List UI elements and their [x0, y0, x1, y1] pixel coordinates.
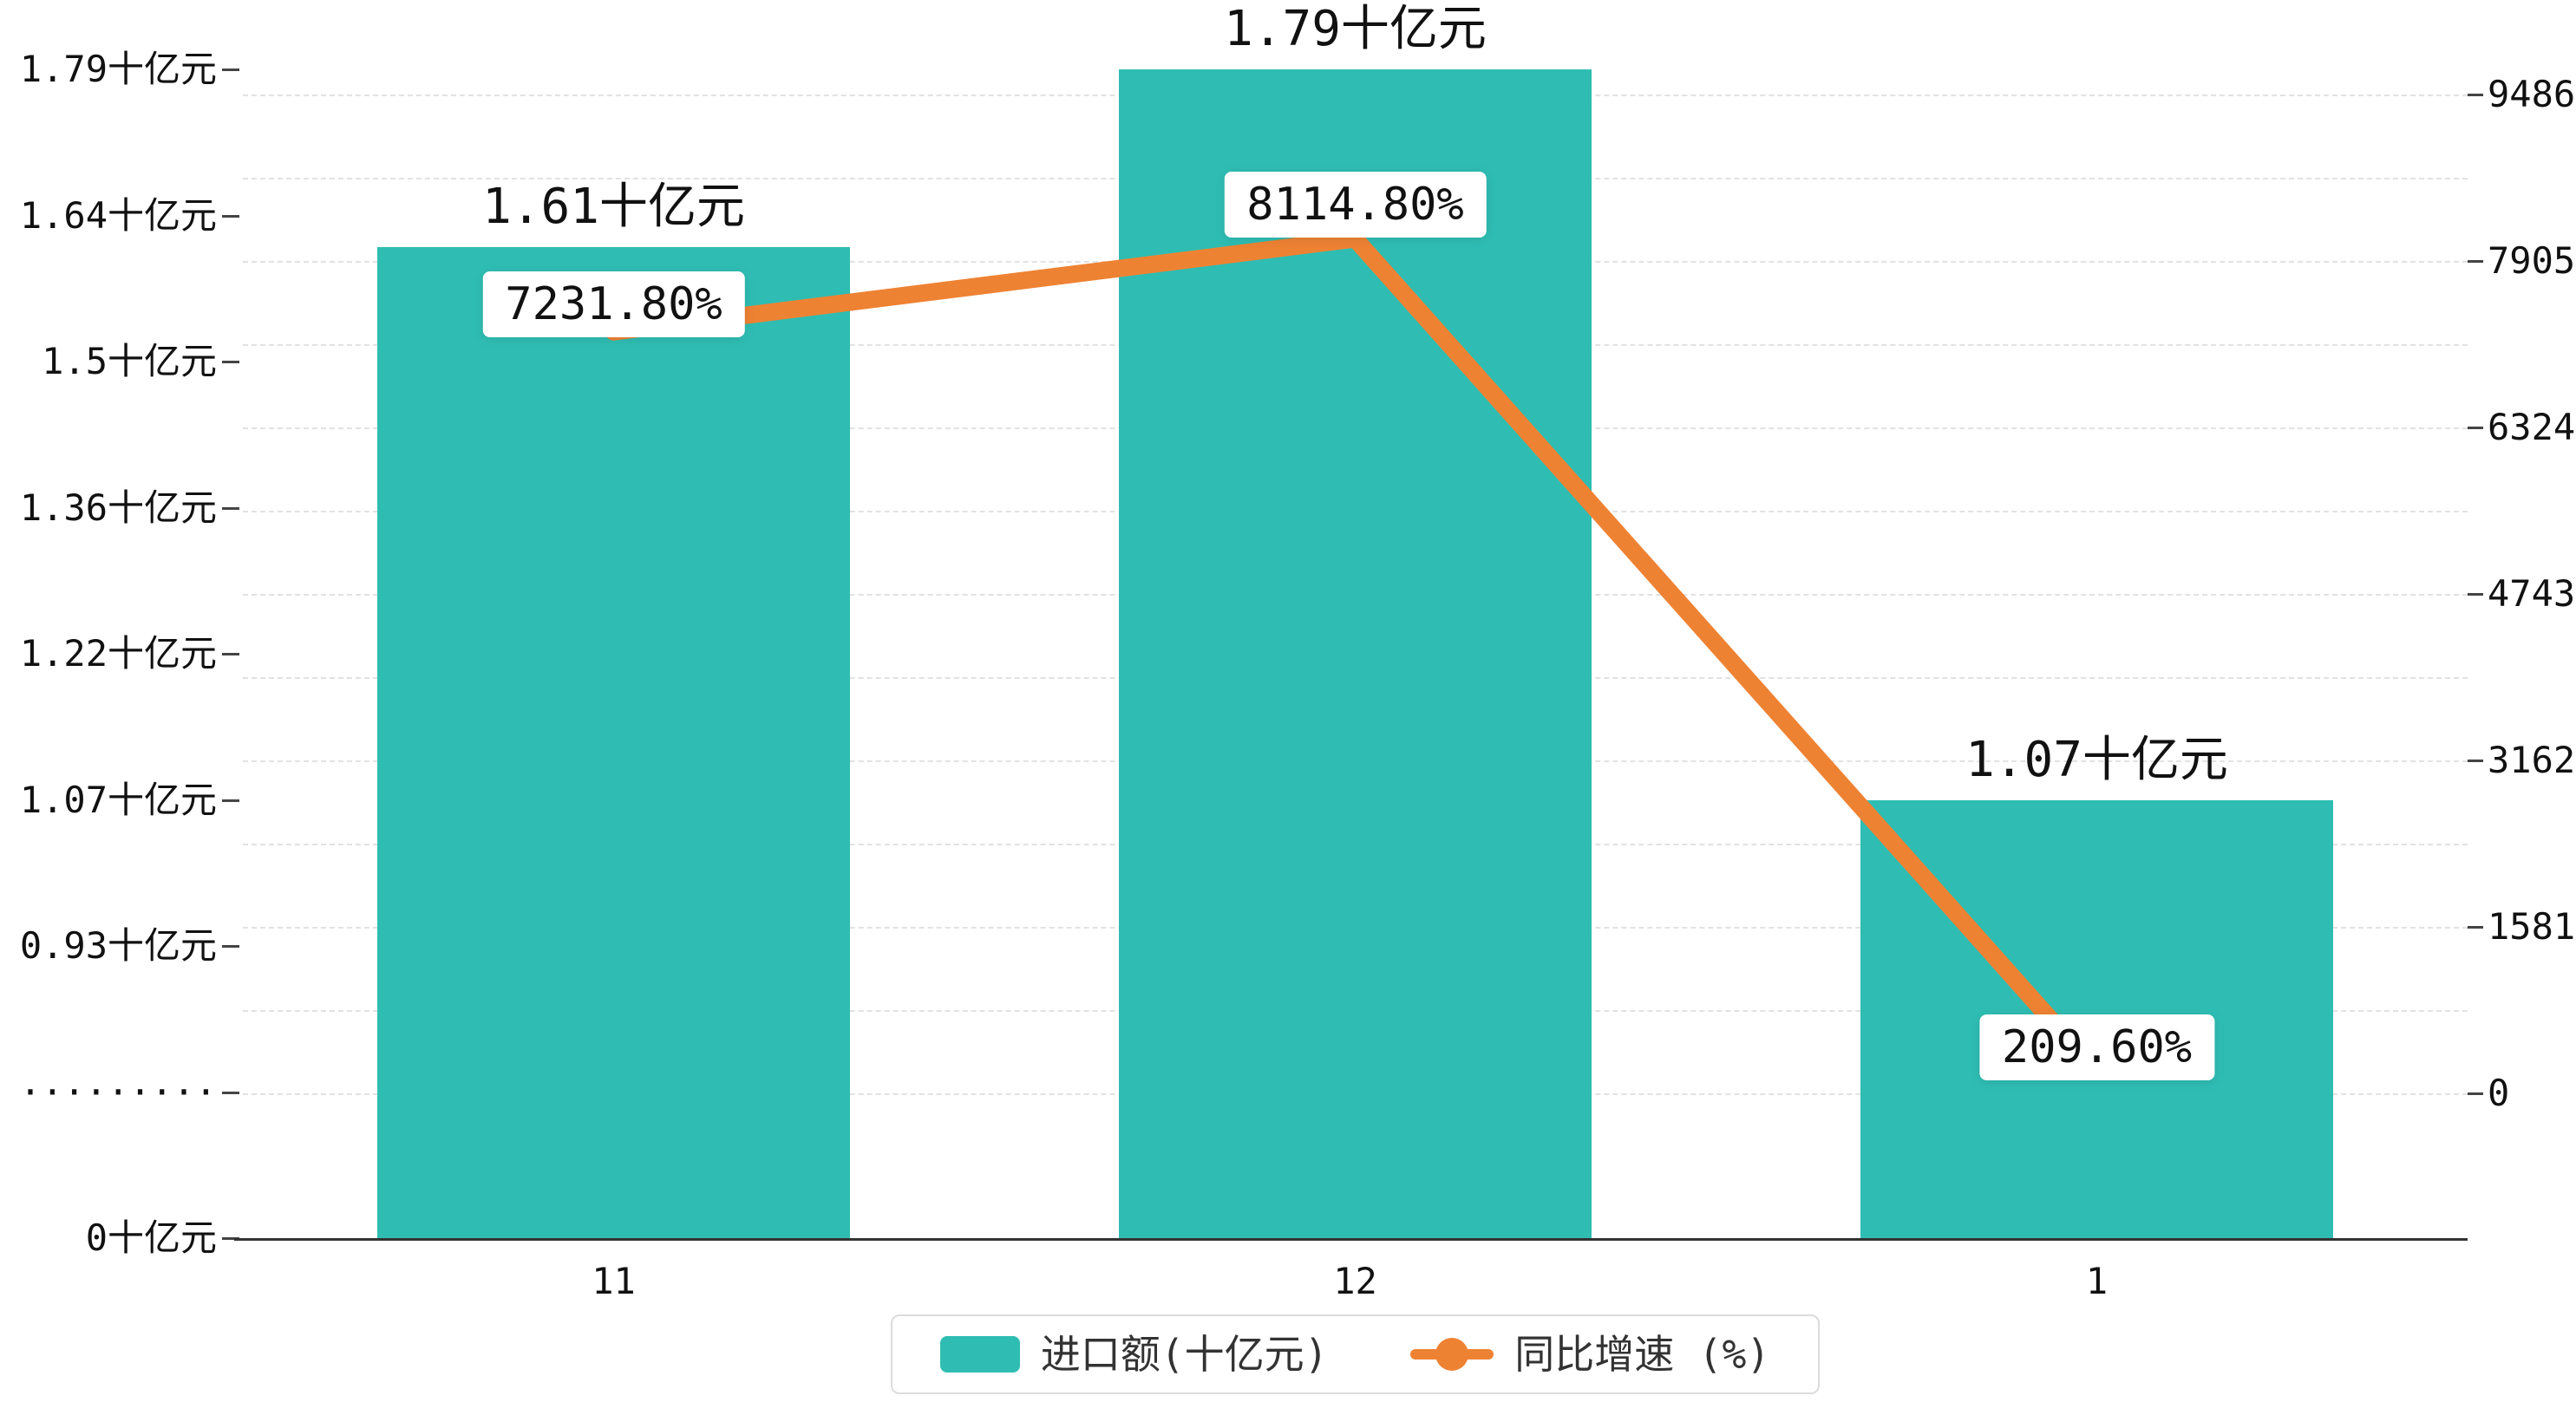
- y-axis-right-tick-mark: [2468, 593, 2483, 596]
- legend-label-growth-rate: 同比增速 (%): [1514, 1331, 1771, 1378]
- legend-item-import-amount[interactable]: 进口额(十亿元): [939, 1330, 1329, 1379]
- y-axis-left-tick-mark: [222, 653, 239, 655]
- y-axis-right-tick-mark: [2468, 94, 2483, 96]
- y-axis-left-tick-label: 1.22十亿元: [19, 632, 217, 675]
- y-axis-left-tick-label: 1.64十亿元: [19, 193, 217, 237]
- y-axis-left-tick-mark: [222, 506, 239, 510]
- line-value-label: 209.60%: [1978, 1014, 2215, 1080]
- y-axis-right-tick-mark: [2468, 926, 2483, 929]
- y-axis-left-tick-label: 0.93十亿元: [19, 924, 217, 967]
- legend-item-growth-rate[interactable]: 同比增速 (%): [1410, 1330, 1770, 1379]
- y-axis-left-tick-label: 0十亿元: [85, 1216, 217, 1259]
- legend: 进口额(十亿元) 同比增速 (%): [243, 1314, 2468, 1394]
- y-axis-left-tick-label: 1.79十亿元: [19, 48, 217, 90]
- y-axis-right-tick-mark: [2468, 260, 2483, 263]
- bar-value-label: 1.79十亿元: [1224, 1, 1487, 57]
- bar-value-label: 1.07十亿元: [1965, 731, 2228, 788]
- y-axis-right-tick-label: 4743: [2488, 572, 2576, 615]
- x-axis-line: [234, 1238, 2468, 1241]
- y-axis-left-tick-mark: [222, 799, 239, 802]
- y-axis-left-tick-mark: [222, 1091, 239, 1094]
- x-axis-tick-label: 11: [592, 1260, 636, 1302]
- line-value-label: 8114.80%: [1224, 171, 1487, 238]
- y-axis-right-tick-label: 3162: [2488, 739, 2576, 781]
- y-axis-right-tick-label: 9486: [2488, 73, 2576, 115]
- line-series-marker-icon: [1410, 1335, 1494, 1373]
- y-axis-left-tick-label: 1.5十亿元: [42, 340, 217, 382]
- y-axis-left-tick-label: ·········: [19, 1070, 217, 1113]
- y-axis-left-tick-label: 1.36十亿元: [19, 486, 217, 529]
- y-axis-left-tick-mark: [222, 945, 239, 948]
- x-axis-tick-label: 12: [1333, 1260, 1377, 1302]
- bar-11: [377, 246, 850, 1238]
- x-axis-tick-label: 1: [2085, 1260, 2109, 1302]
- y-axis-left-tick-mark: [222, 68, 239, 71]
- y-axis-right-tick-mark: [2468, 760, 2483, 762]
- y-axis-right-tick-label: 7905: [2488, 239, 2576, 282]
- line-marker-dot: [1435, 1338, 1469, 1371]
- y-axis-right-tick-label: 1581: [2488, 905, 2576, 948]
- y-axis-right-tick-mark: [2468, 427, 2483, 429]
- y-axis-left-tick-mark: [222, 1237, 239, 1240]
- bar-value-label: 1.61十亿元: [482, 178, 745, 235]
- y-axis-left-tick-mark: [222, 214, 239, 218]
- y-axis-left-tick-label: 1.07十亿元: [19, 778, 217, 821]
- y-axis-right-tick-label: 6324: [2488, 406, 2576, 448]
- legend-label-import-amount: 进口额(十亿元): [1040, 1331, 1329, 1378]
- bar-series-swatch-icon: [939, 1336, 1020, 1373]
- line-value-label: 7231.80%: [482, 271, 745, 337]
- y-axis-right-tick-label: 0: [2488, 1072, 2510, 1114]
- y-axis-left-tick-mark: [222, 361, 239, 363]
- y-axis-right-tick-mark: [2468, 1092, 2483, 1095]
